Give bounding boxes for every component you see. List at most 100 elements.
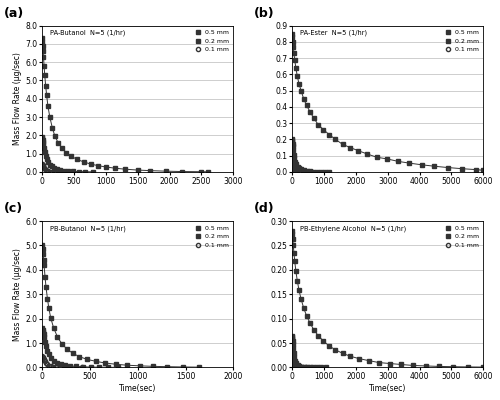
0.5 mm xyxy=(395,159,401,164)
0.2 mm xyxy=(314,169,320,174)
0.1 mm xyxy=(41,357,47,362)
Text: (b): (b) xyxy=(254,7,274,20)
0.5 mm xyxy=(356,148,362,153)
0.2 mm xyxy=(66,169,71,174)
0.5 mm xyxy=(52,134,58,139)
0.2 mm xyxy=(290,334,296,339)
Line: 0.1 mm: 0.1 mm xyxy=(40,354,84,370)
0.5 mm xyxy=(356,356,362,361)
0.5 mm xyxy=(44,93,50,98)
0.5 mm xyxy=(316,333,322,338)
0.2 mm xyxy=(323,365,329,370)
0.1 mm xyxy=(290,160,296,165)
0.2 mm xyxy=(47,162,53,167)
0.2 mm xyxy=(48,164,54,169)
0.2 mm xyxy=(290,350,296,355)
0.1 mm xyxy=(300,365,306,370)
0.2 mm xyxy=(41,146,47,150)
0.2 mm xyxy=(298,364,304,369)
0.1 mm xyxy=(54,365,60,370)
0.5 mm xyxy=(95,163,101,168)
0.2 mm xyxy=(45,160,51,164)
0.5 mm xyxy=(64,150,70,155)
0.5 mm xyxy=(40,252,46,256)
0.5 mm xyxy=(290,34,296,39)
0.5 mm xyxy=(340,351,345,356)
0.1 mm xyxy=(290,355,296,360)
0.2 mm xyxy=(294,362,300,367)
0.2 mm xyxy=(291,355,297,360)
0.1 mm xyxy=(292,364,298,368)
0.1 mm xyxy=(290,162,296,167)
0.2 mm xyxy=(298,167,304,172)
0.5 mm xyxy=(326,132,332,137)
0.5 mm xyxy=(103,164,109,169)
0.1 mm xyxy=(298,169,304,174)
0.5 mm xyxy=(307,109,313,114)
Text: PA-Butanol  N=5 (1/hr): PA-Butanol N=5 (1/hr) xyxy=(50,30,125,36)
Legend: 0.5 mm, 0.2 mm, 0.1 mm: 0.5 mm, 0.2 mm, 0.1 mm xyxy=(442,224,480,249)
0.1 mm xyxy=(291,168,297,172)
0.1 mm xyxy=(44,362,51,367)
0.1 mm xyxy=(66,365,72,370)
0.5 mm xyxy=(102,361,108,366)
0.5 mm xyxy=(39,36,45,41)
0.1 mm xyxy=(290,362,296,366)
0.1 mm xyxy=(290,358,296,362)
0.5 mm xyxy=(40,40,46,44)
0.1 mm xyxy=(306,170,312,174)
0.2 mm xyxy=(290,144,296,149)
0.5 mm xyxy=(68,154,74,159)
0.5 mm xyxy=(364,152,370,156)
0.5 mm xyxy=(291,250,297,255)
Line: 0.5 mm: 0.5 mm xyxy=(40,243,201,369)
0.1 mm xyxy=(62,365,68,370)
Line: 0.1 mm: 0.1 mm xyxy=(40,162,64,174)
0.1 mm xyxy=(57,365,63,370)
0.1 mm xyxy=(39,161,45,166)
0.5 mm xyxy=(304,103,310,108)
0.1 mm xyxy=(47,169,53,174)
Line: 0.5 mm: 0.5 mm xyxy=(40,36,210,174)
0.2 mm xyxy=(290,148,296,152)
0.2 mm xyxy=(54,167,60,172)
0.1 mm xyxy=(44,168,50,173)
0.1 mm xyxy=(298,365,304,370)
0.1 mm xyxy=(290,356,296,360)
0.2 mm xyxy=(39,135,45,140)
0.5 mm xyxy=(294,278,300,283)
0.5 mm xyxy=(290,243,296,248)
0.2 mm xyxy=(291,156,297,161)
0.5 mm xyxy=(300,96,306,101)
X-axis label: Time(sec): Time(sec) xyxy=(369,384,406,393)
0.5 mm xyxy=(42,84,48,88)
Text: PA-Ester  N=5 (1/hr): PA-Ester N=5 (1/hr) xyxy=(300,30,367,36)
0.5 mm xyxy=(290,40,296,44)
0.5 mm xyxy=(64,347,70,352)
0.2 mm xyxy=(46,352,52,357)
0.1 mm xyxy=(289,354,295,359)
0.5 mm xyxy=(332,137,338,142)
0.1 mm xyxy=(290,161,296,166)
0.5 mm xyxy=(320,127,326,132)
Text: PB-Ethylene Alcohol  N=5 (1/hr): PB-Ethylene Alcohol N=5 (1/hr) xyxy=(300,226,406,232)
Line: 0.2 mm: 0.2 mm xyxy=(290,137,331,174)
0.5 mm xyxy=(43,284,49,289)
0.1 mm xyxy=(46,363,52,368)
0.5 mm xyxy=(307,321,313,326)
0.1 mm xyxy=(293,169,299,174)
0.1 mm xyxy=(72,365,78,370)
0.2 mm xyxy=(290,140,296,144)
0.1 mm xyxy=(80,365,86,370)
0.2 mm xyxy=(296,364,302,368)
0.2 mm xyxy=(82,169,88,174)
0.2 mm xyxy=(304,365,310,370)
0.5 mm xyxy=(180,169,186,174)
0.1 mm xyxy=(50,364,56,369)
0.5 mm xyxy=(198,169,204,174)
0.2 mm xyxy=(304,168,310,173)
0.1 mm xyxy=(296,365,302,370)
0.5 mm xyxy=(59,146,65,150)
0.5 mm xyxy=(311,116,317,121)
0.2 mm xyxy=(52,166,58,170)
